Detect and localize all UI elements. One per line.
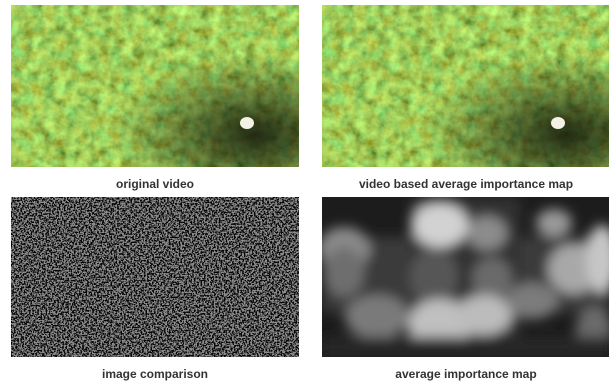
original-video-frame bbox=[11, 5, 299, 167]
video-importance-frame bbox=[322, 5, 609, 167]
average-importance-frame bbox=[322, 197, 609, 357]
caption-original-video: original video bbox=[115, 177, 194, 191]
caption-video-importance-map: video based average importance map bbox=[358, 177, 574, 191]
difference-image bbox=[11, 197, 299, 357]
caption-image-comparison: image comparison bbox=[101, 367, 209, 381]
foliage-image bbox=[11, 5, 299, 167]
foliage-image bbox=[322, 5, 609, 167]
importance-heatmap bbox=[322, 197, 609, 357]
image-comparison-frame bbox=[11, 197, 299, 357]
caption-average-importance-map: average importance map bbox=[395, 367, 537, 381]
